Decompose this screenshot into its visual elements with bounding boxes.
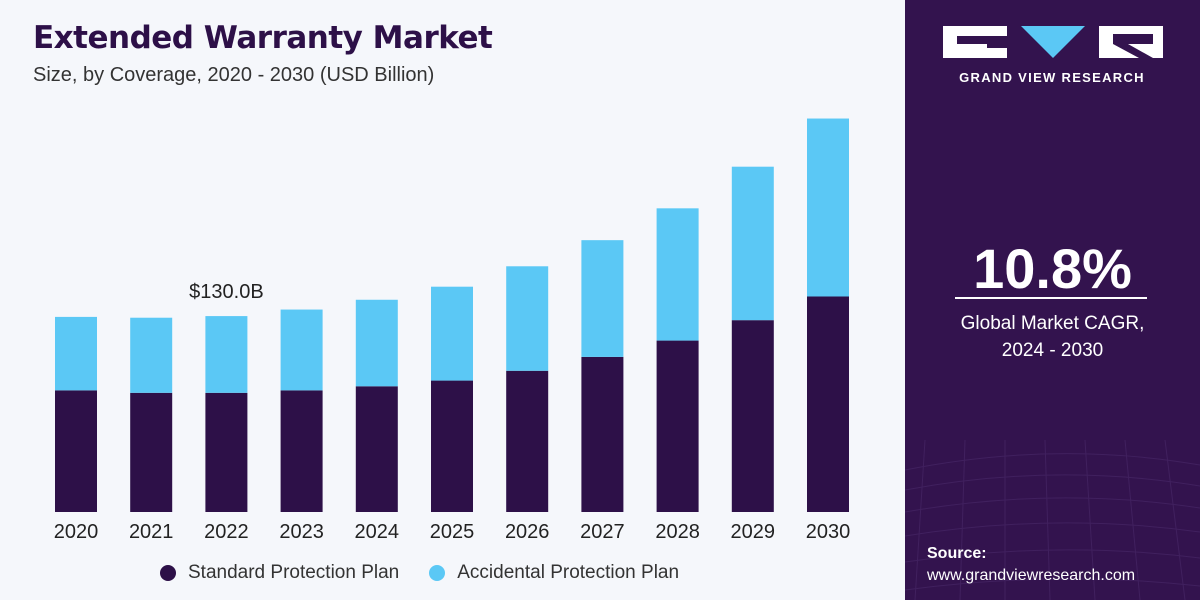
- chart-subtitle: Size, by Coverage, 2020 - 2030 (USD Bill…: [33, 64, 435, 86]
- bar-accidental-2026: [506, 266, 549, 371]
- chart-legend: Standard Protection Plan Accidental Prot…: [160, 562, 709, 584]
- cagr-label-line2: 2024 - 2030: [1001, 340, 1104, 361]
- x-tick-2026: 2026: [505, 521, 550, 543]
- bar-standard-2020: [55, 390, 97, 512]
- cagr-label-line1: Global Market CAGR,: [960, 313, 1145, 334]
- gvr-logo: [943, 26, 1163, 58]
- bar-accidental-2024: [355, 299, 398, 387]
- background-grid-decoration: [905, 439, 1200, 600]
- x-tick-2027: 2027: [580, 521, 625, 543]
- bar-accidental-2030: [807, 118, 849, 297]
- legend-item-accidental: Accidental Protection Plan: [429, 562, 679, 584]
- legend-item-standard: Standard Protection Plan: [160, 562, 399, 584]
- bar-accidental-2027: [581, 240, 624, 357]
- legend-label-accidental: Accidental Protection Plan: [457, 562, 680, 583]
- legend-label-standard: Standard Protection Plan: [188, 562, 400, 583]
- x-tick-2028: 2028: [655, 521, 700, 543]
- stacked-bar-chart: 2020 2021 2022 2023 2024 2025 2026 2027 2028 2029…: [54, 118, 851, 543]
- legend-swatch-accidental: [429, 565, 446, 581]
- cagr-divider: [955, 297, 1147, 299]
- bar-accidental-2021: [130, 317, 173, 393]
- bar-standard-2023: [280, 390, 323, 512]
- x-tick-2023: 2023: [279, 521, 324, 543]
- x-tick-2021: 2021: [129, 521, 174, 543]
- brand-name: GRAND VIEW RESEARCH: [959, 70, 1145, 85]
- bar-standard-2030: [807, 296, 849, 512]
- cagr-value: 10.8%: [973, 237, 1132, 300]
- bar-standard-2028: [656, 340, 699, 512]
- bar-accidental-2022: [205, 316, 248, 393]
- bar-standard-2025: [431, 380, 473, 512]
- data-label-2022: $130.0B: [189, 281, 264, 303]
- bar-accidental-2029: [731, 166, 774, 321]
- x-tick-2030: 2030: [806, 521, 851, 543]
- x-tick-2025: 2025: [430, 521, 475, 543]
- bar-accidental-2023: [280, 309, 323, 391]
- bar-standard-2026: [506, 370, 549, 512]
- bar-standard-2024: [355, 386, 398, 512]
- bar-standard-2029: [731, 320, 774, 512]
- bar-accidental-2028: [656, 208, 699, 341]
- source-link[interactable]: www.grandviewresearch.com: [927, 567, 1136, 584]
- cagr-label: Global Market CAGR, 2024 - 2030: [905, 310, 1200, 364]
- bar-standard-2022: [205, 392, 248, 512]
- bar-accidental-2025: [431, 286, 473, 381]
- bar-standard-2027: [581, 356, 624, 512]
- x-tick-2029: 2029: [731, 521, 776, 543]
- x-tick-2022: 2022: [204, 521, 249, 543]
- summary-panel: GRAND VIEW RESEARCH 10.8% Global Market …: [905, 0, 1200, 600]
- bar-accidental-2020: [55, 316, 97, 391]
- chart-title: Extended Warranty Market: [33, 20, 493, 56]
- chart-panel: Extended Warranty Market Size, by Covera…: [33, 20, 851, 584]
- bar-standard-2021: [130, 392, 173, 512]
- x-tick-2024: 2024: [355, 521, 400, 543]
- legend-swatch-standard: [160, 565, 176, 581]
- x-tick-2020: 2020: [54, 521, 99, 543]
- source-title: Source:: [927, 545, 987, 562]
